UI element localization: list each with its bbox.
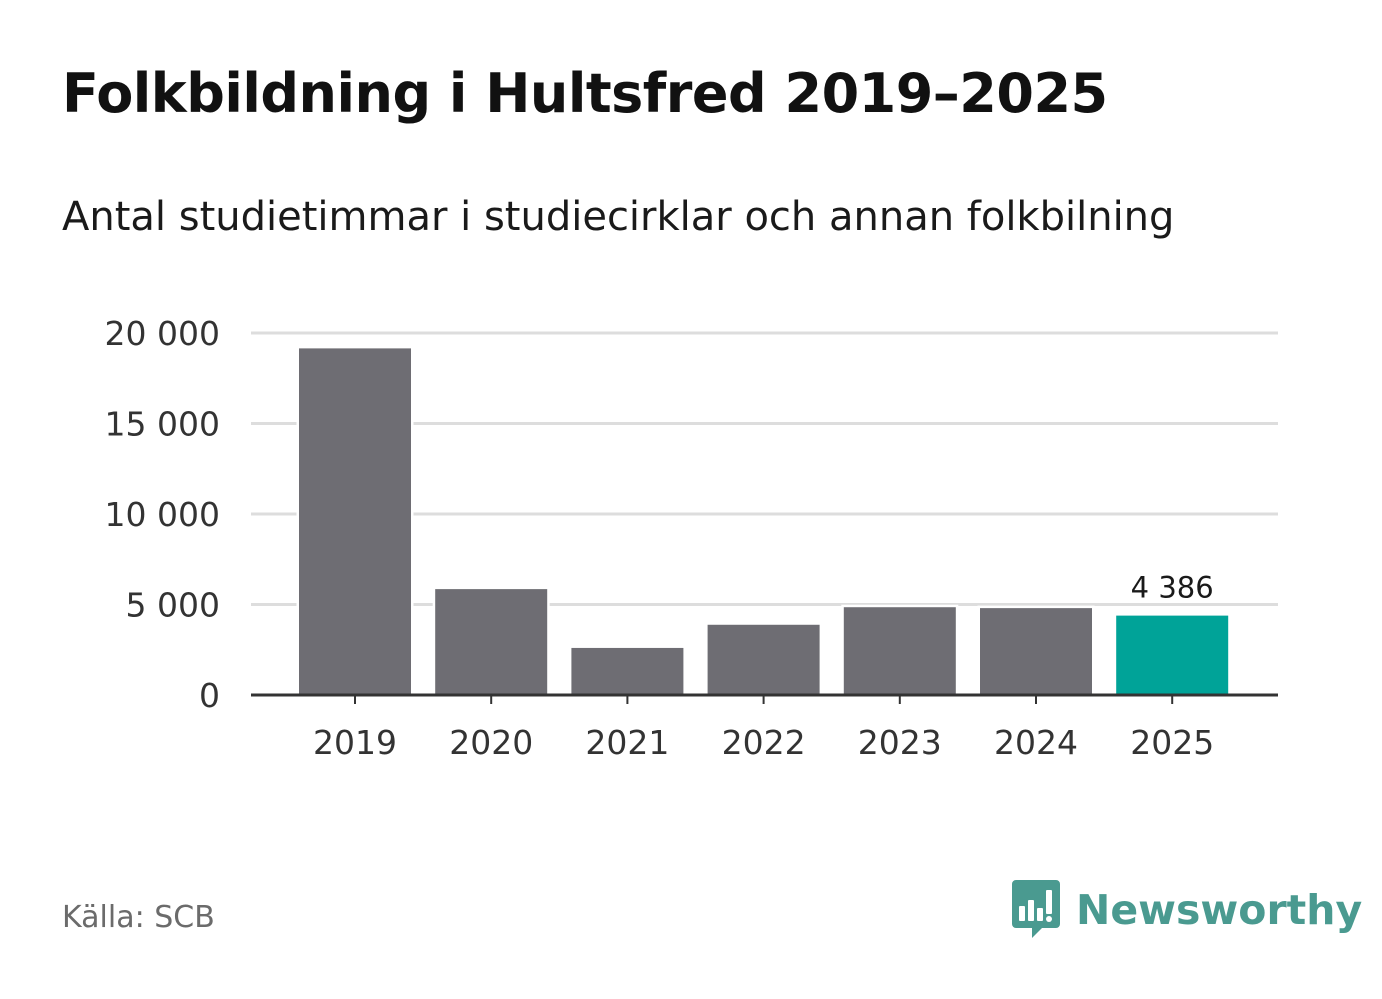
bar-2021	[568, 645, 686, 698]
source-note: Källa: SCB	[62, 900, 215, 935]
bar-2020	[432, 586, 550, 698]
data-label: 4 386	[1131, 571, 1214, 605]
x-tick-label: 2024	[994, 723, 1078, 762]
x-tick-label: 2023	[858, 723, 942, 762]
bar-2019	[296, 345, 414, 698]
y-tick-label: 20 000	[105, 314, 220, 353]
bar-2022	[705, 622, 823, 698]
bar-2024	[977, 605, 1095, 698]
chart-title: Folkbildning i Hultsfred 2019–2025	[62, 62, 1108, 125]
brand-logo: Newsworthy	[1010, 878, 1362, 942]
y-tick-label: 5 000	[126, 586, 220, 625]
bar-2023	[841, 604, 959, 698]
x-tick-label: 2019	[313, 723, 397, 762]
bar-2025	[1113, 613, 1231, 698]
x-tick-label: 2022	[722, 723, 806, 762]
y-tick-label: 15 000	[105, 405, 220, 444]
y-tick-label: 0	[199, 676, 220, 715]
x-tick-label: 2021	[585, 723, 669, 762]
x-tick-label: 2020	[449, 723, 533, 762]
brand-name: Newsworthy	[1076, 886, 1363, 934]
bar-chart-speech-bubble-icon	[1012, 880, 1060, 938]
x-tick-label: 2025	[1130, 723, 1214, 762]
chart-subtitle: Antal studietimmar i studiecirklar och a…	[62, 194, 1175, 240]
y-tick-label: 10 000	[105, 495, 220, 534]
